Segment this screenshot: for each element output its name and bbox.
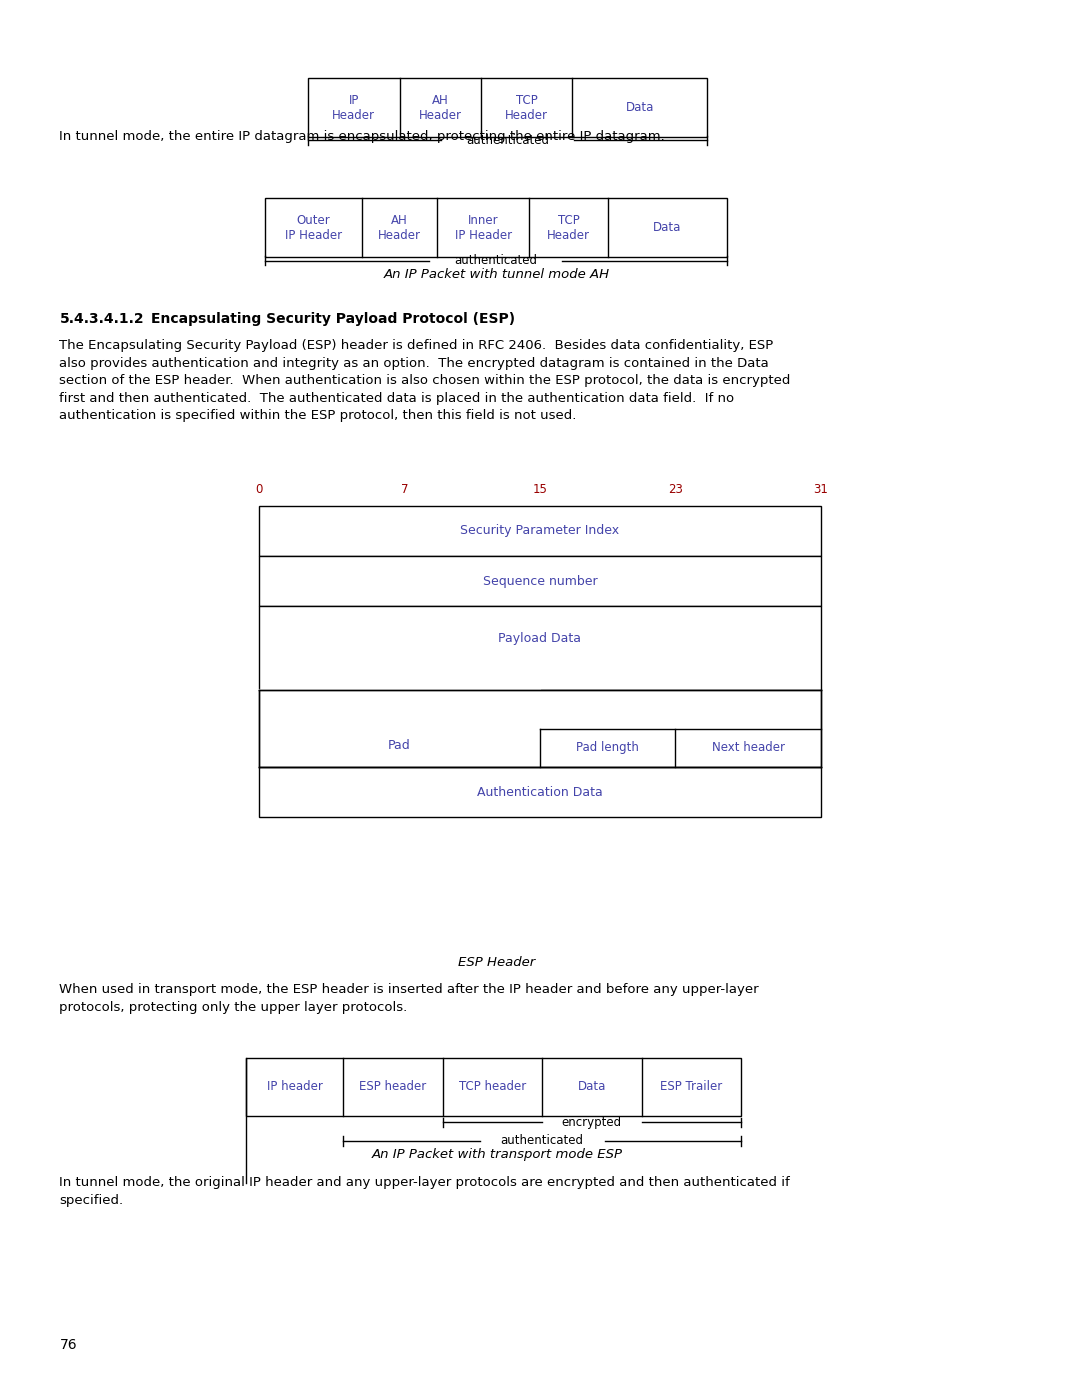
Text: 15: 15 (532, 483, 548, 496)
Text: In tunnel mode, the entire IP datagram is encapsulated, protecting the entire IP: In tunnel mode, the entire IP datagram i… (59, 130, 665, 142)
Text: Outer
IP Header: Outer IP Header (285, 214, 341, 242)
Text: Security Parameter Index: Security Parameter Index (460, 524, 620, 538)
Text: The Encapsulating Security Payload (ESP) header is defined in RFC 2406.  Besides: The Encapsulating Security Payload (ESP)… (59, 339, 791, 422)
Text: IP header: IP header (267, 1080, 323, 1094)
Text: 76: 76 (59, 1338, 77, 1352)
Text: 0: 0 (256, 483, 262, 496)
Bar (246, 1058, 741, 1116)
Text: Next header: Next header (712, 742, 784, 754)
Text: Data: Data (625, 101, 654, 115)
Text: TCP
Header: TCP Header (505, 94, 548, 122)
Text: Inner
IP Header: Inner IP Header (455, 214, 512, 242)
Bar (259, 506, 821, 556)
Bar (265, 198, 727, 257)
Text: Pad: Pad (388, 739, 411, 752)
Text: Pad length: Pad length (577, 742, 639, 754)
Text: encrypted: encrypted (562, 1116, 622, 1129)
Bar (259, 767, 821, 817)
Bar (259, 690, 821, 767)
Text: authenticated: authenticated (467, 134, 549, 147)
Text: 31: 31 (813, 483, 828, 496)
Bar (259, 606, 821, 690)
Text: authenticated: authenticated (501, 1134, 583, 1147)
Text: authenticated: authenticated (455, 254, 537, 267)
Text: TCP
Header: TCP Header (548, 214, 590, 242)
Text: Authentication Data: Authentication Data (477, 785, 603, 799)
Text: 23: 23 (667, 483, 683, 496)
Text: 7: 7 (401, 483, 408, 496)
Text: 5.4.3.4.1.2: 5.4.3.4.1.2 (59, 312, 144, 326)
Text: ESP Header: ESP Header (458, 956, 536, 968)
Text: AH
Header: AH Header (378, 214, 421, 242)
Text: Data: Data (578, 1080, 606, 1094)
Text: ESP Trailer: ESP Trailer (660, 1080, 723, 1094)
Text: An IP Packet with tunnel mode AH: An IP Packet with tunnel mode AH (383, 268, 610, 281)
Text: IP
Header: IP Header (333, 94, 375, 122)
Bar (308, 78, 707, 137)
Text: Data: Data (653, 221, 681, 235)
Text: Sequence number: Sequence number (483, 574, 597, 588)
Text: Encapsulating Security Payload Protocol (ESP): Encapsulating Security Payload Protocol … (151, 312, 515, 326)
Text: ESP header: ESP header (360, 1080, 427, 1094)
Text: TCP header: TCP header (459, 1080, 526, 1094)
Text: In tunnel mode, the original IP header and any upper-layer protocols are encrypt: In tunnel mode, the original IP header a… (59, 1176, 791, 1207)
Text: An IP Packet with transport mode ESP: An IP Packet with transport mode ESP (372, 1148, 622, 1161)
Text: When used in transport mode, the ESP header is inserted after the IP header and : When used in transport mode, the ESP hea… (59, 983, 759, 1014)
Text: Payload Data: Payload Data (499, 631, 581, 644)
Text: AH
Header: AH Header (419, 94, 461, 122)
Bar (259, 556, 821, 606)
